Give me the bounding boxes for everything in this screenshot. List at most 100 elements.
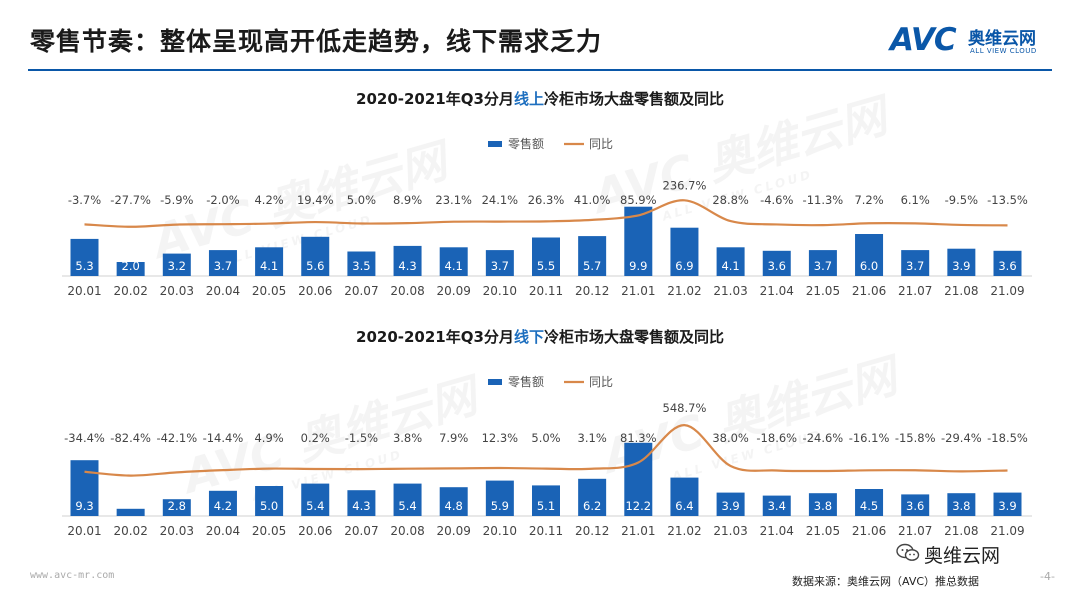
online-bar <box>716 247 745 276</box>
online-bar-label: 4.3 <box>398 259 416 273</box>
online-bar-label: 3.6 <box>768 259 786 273</box>
online-bar-label: 5.3 <box>75 259 93 273</box>
online-category-label: 20.10 <box>483 284 517 298</box>
offline-category-label: 21.04 <box>760 524 794 538</box>
online-bar <box>255 247 284 276</box>
online-category-label: 21.02 <box>667 284 701 298</box>
offline-bar <box>485 480 514 516</box>
online-category-label: 20.07 <box>344 284 378 298</box>
offline-category-label: 20.08 <box>390 524 424 538</box>
offline-category-label: 20.09 <box>437 524 471 538</box>
offline-legend: 零售额 同比 <box>488 374 613 389</box>
chart-online-title-post: 冷柜市场大盘零售额及同比 <box>543 90 724 108</box>
chart-offline-title: 2020-2021年Q3分月线下冷柜市场大盘零售额及同比 <box>0 326 1080 347</box>
offline-bar-label: 3.9 <box>998 499 1016 513</box>
online-yoy-label: -3.7% <box>68 193 101 207</box>
offline-bar <box>208 490 237 516</box>
online-bar-label: 2.0 <box>122 259 140 273</box>
online-category-label: 20.12 <box>575 284 609 298</box>
online-bar-label: 3.9 <box>952 259 970 273</box>
offline-yoy-label: 12.3% <box>482 431 519 445</box>
online-bar <box>162 253 191 276</box>
online-bar-label: 5.5 <box>537 259 555 273</box>
online-bar-label: 4.1 <box>260 259 278 273</box>
offline-bar-label: 9.3 <box>75 499 93 513</box>
offline-bar <box>855 489 884 516</box>
offline-yoy-label: 4.9% <box>254 431 283 445</box>
online-category-label: 21.06 <box>852 284 886 298</box>
online-bar-label: 4.1 <box>721 259 739 273</box>
online-category-label: 20.08 <box>390 284 424 298</box>
chart-offline-title-pre: 2020-2021年Q3分月 <box>356 328 514 346</box>
offline-yoy-label: -24.6% <box>803 431 844 445</box>
online-category-label: 20.09 <box>437 284 471 298</box>
online-bar <box>393 245 422 276</box>
online-bar <box>578 236 607 276</box>
online-category-label: 20.06 <box>298 284 332 298</box>
online-yoy-label: -2.0% <box>206 193 239 207</box>
online-yoy-label: 5.0% <box>347 193 376 207</box>
data-source-note: 数据来源：奥维云网（AVC）推总数据 <box>792 575 980 588</box>
offline-yoy-label: 38.0% <box>712 431 749 445</box>
online-yoy-label: 23.1% <box>435 193 472 207</box>
online-category-label: 21.01 <box>621 284 655 298</box>
avc-logo: AVC 奥维云网 ALL VIEW CLOUD <box>890 22 1060 62</box>
online-bar-label: 5.7 <box>583 259 601 273</box>
online-category-label: 21.09 <box>990 284 1024 298</box>
online-category-label: 21.07 <box>898 284 932 298</box>
online-bar <box>855 234 884 276</box>
online-bar-label: 4.1 <box>445 259 463 273</box>
offline-bar-label: 3.6 <box>906 499 924 513</box>
offline-bar-label: 4.8 <box>445 499 463 513</box>
online-yoy-label: -11.3% <box>803 193 844 207</box>
offline-yoy-label: 3.8% <box>393 431 422 445</box>
online-legend: 零售额 同比 <box>488 136 613 151</box>
offline-bar-label: 6.4 <box>675 499 693 513</box>
offline-bar <box>808 493 837 516</box>
offline-yoy-label: -15.8% <box>895 431 936 445</box>
online-bar <box>901 250 930 276</box>
offline-category-label: 20.10 <box>483 524 517 538</box>
online-yoy-line <box>84 199 1008 228</box>
offline-legend-bar-swatch <box>488 379 502 385</box>
offline-bar-label: 3.8 <box>952 499 970 513</box>
online-bar <box>993 250 1022 276</box>
offline-category-label: 20.11 <box>529 524 563 538</box>
online-bar <box>947 248 976 276</box>
offline-category-label: 20.03 <box>160 524 194 538</box>
offline-category-label: 21.06 <box>852 524 886 538</box>
offline-bar-label: 4.3 <box>352 499 370 513</box>
online-bar-label: 3.2 <box>168 259 186 273</box>
offline-bar <box>762 495 791 516</box>
online-bar-label: 3.7 <box>491 259 509 273</box>
online-yoy-label: 4.2% <box>254 193 283 207</box>
offline-bar-label: 2.8 <box>168 499 186 513</box>
offline-category-label: 21.01 <box>621 524 655 538</box>
online-yoy-label: -9.5% <box>945 193 978 207</box>
offline-category-label: 20.02 <box>113 524 147 538</box>
logo-cn-text: 奥维云网 <box>968 29 1036 49</box>
offline-category-label: 20.12 <box>575 524 609 538</box>
offline-yoy-label: 81.3% <box>620 431 657 445</box>
offline-yoy-label: 3.1% <box>578 431 607 445</box>
online-yoy-label: 24.1% <box>482 193 519 207</box>
offline-bar-label: 4.5 <box>860 499 878 513</box>
offline-bar-label: 12.2 <box>625 499 651 513</box>
online-yoy-label: 8.9% <box>393 193 422 207</box>
online-bar-label: 6.0 <box>860 259 878 273</box>
online-bar-label: 3.7 <box>906 259 924 273</box>
offline-category-label: 21.09 <box>990 524 1024 538</box>
chart-offline-title-post: 冷柜市场大盘零售额及同比 <box>543 328 724 346</box>
online-legend-line-label: 同比 <box>589 137 613 151</box>
offline-bar-label: 3.9 <box>721 499 739 513</box>
online-bar <box>208 250 237 276</box>
online-yoy-label: 6.1% <box>901 193 930 207</box>
offline-bar <box>70 460 99 516</box>
offline-category-label: 20.06 <box>298 524 332 538</box>
online-bar <box>670 227 699 276</box>
online-bar <box>439 247 468 276</box>
online-category-label: 21.08 <box>944 284 978 298</box>
offline-legend-bar-label: 零售额 <box>508 374 544 389</box>
offline-bar-label: 3.4 <box>768 499 786 513</box>
offline-category-label: 21.05 <box>806 524 840 538</box>
